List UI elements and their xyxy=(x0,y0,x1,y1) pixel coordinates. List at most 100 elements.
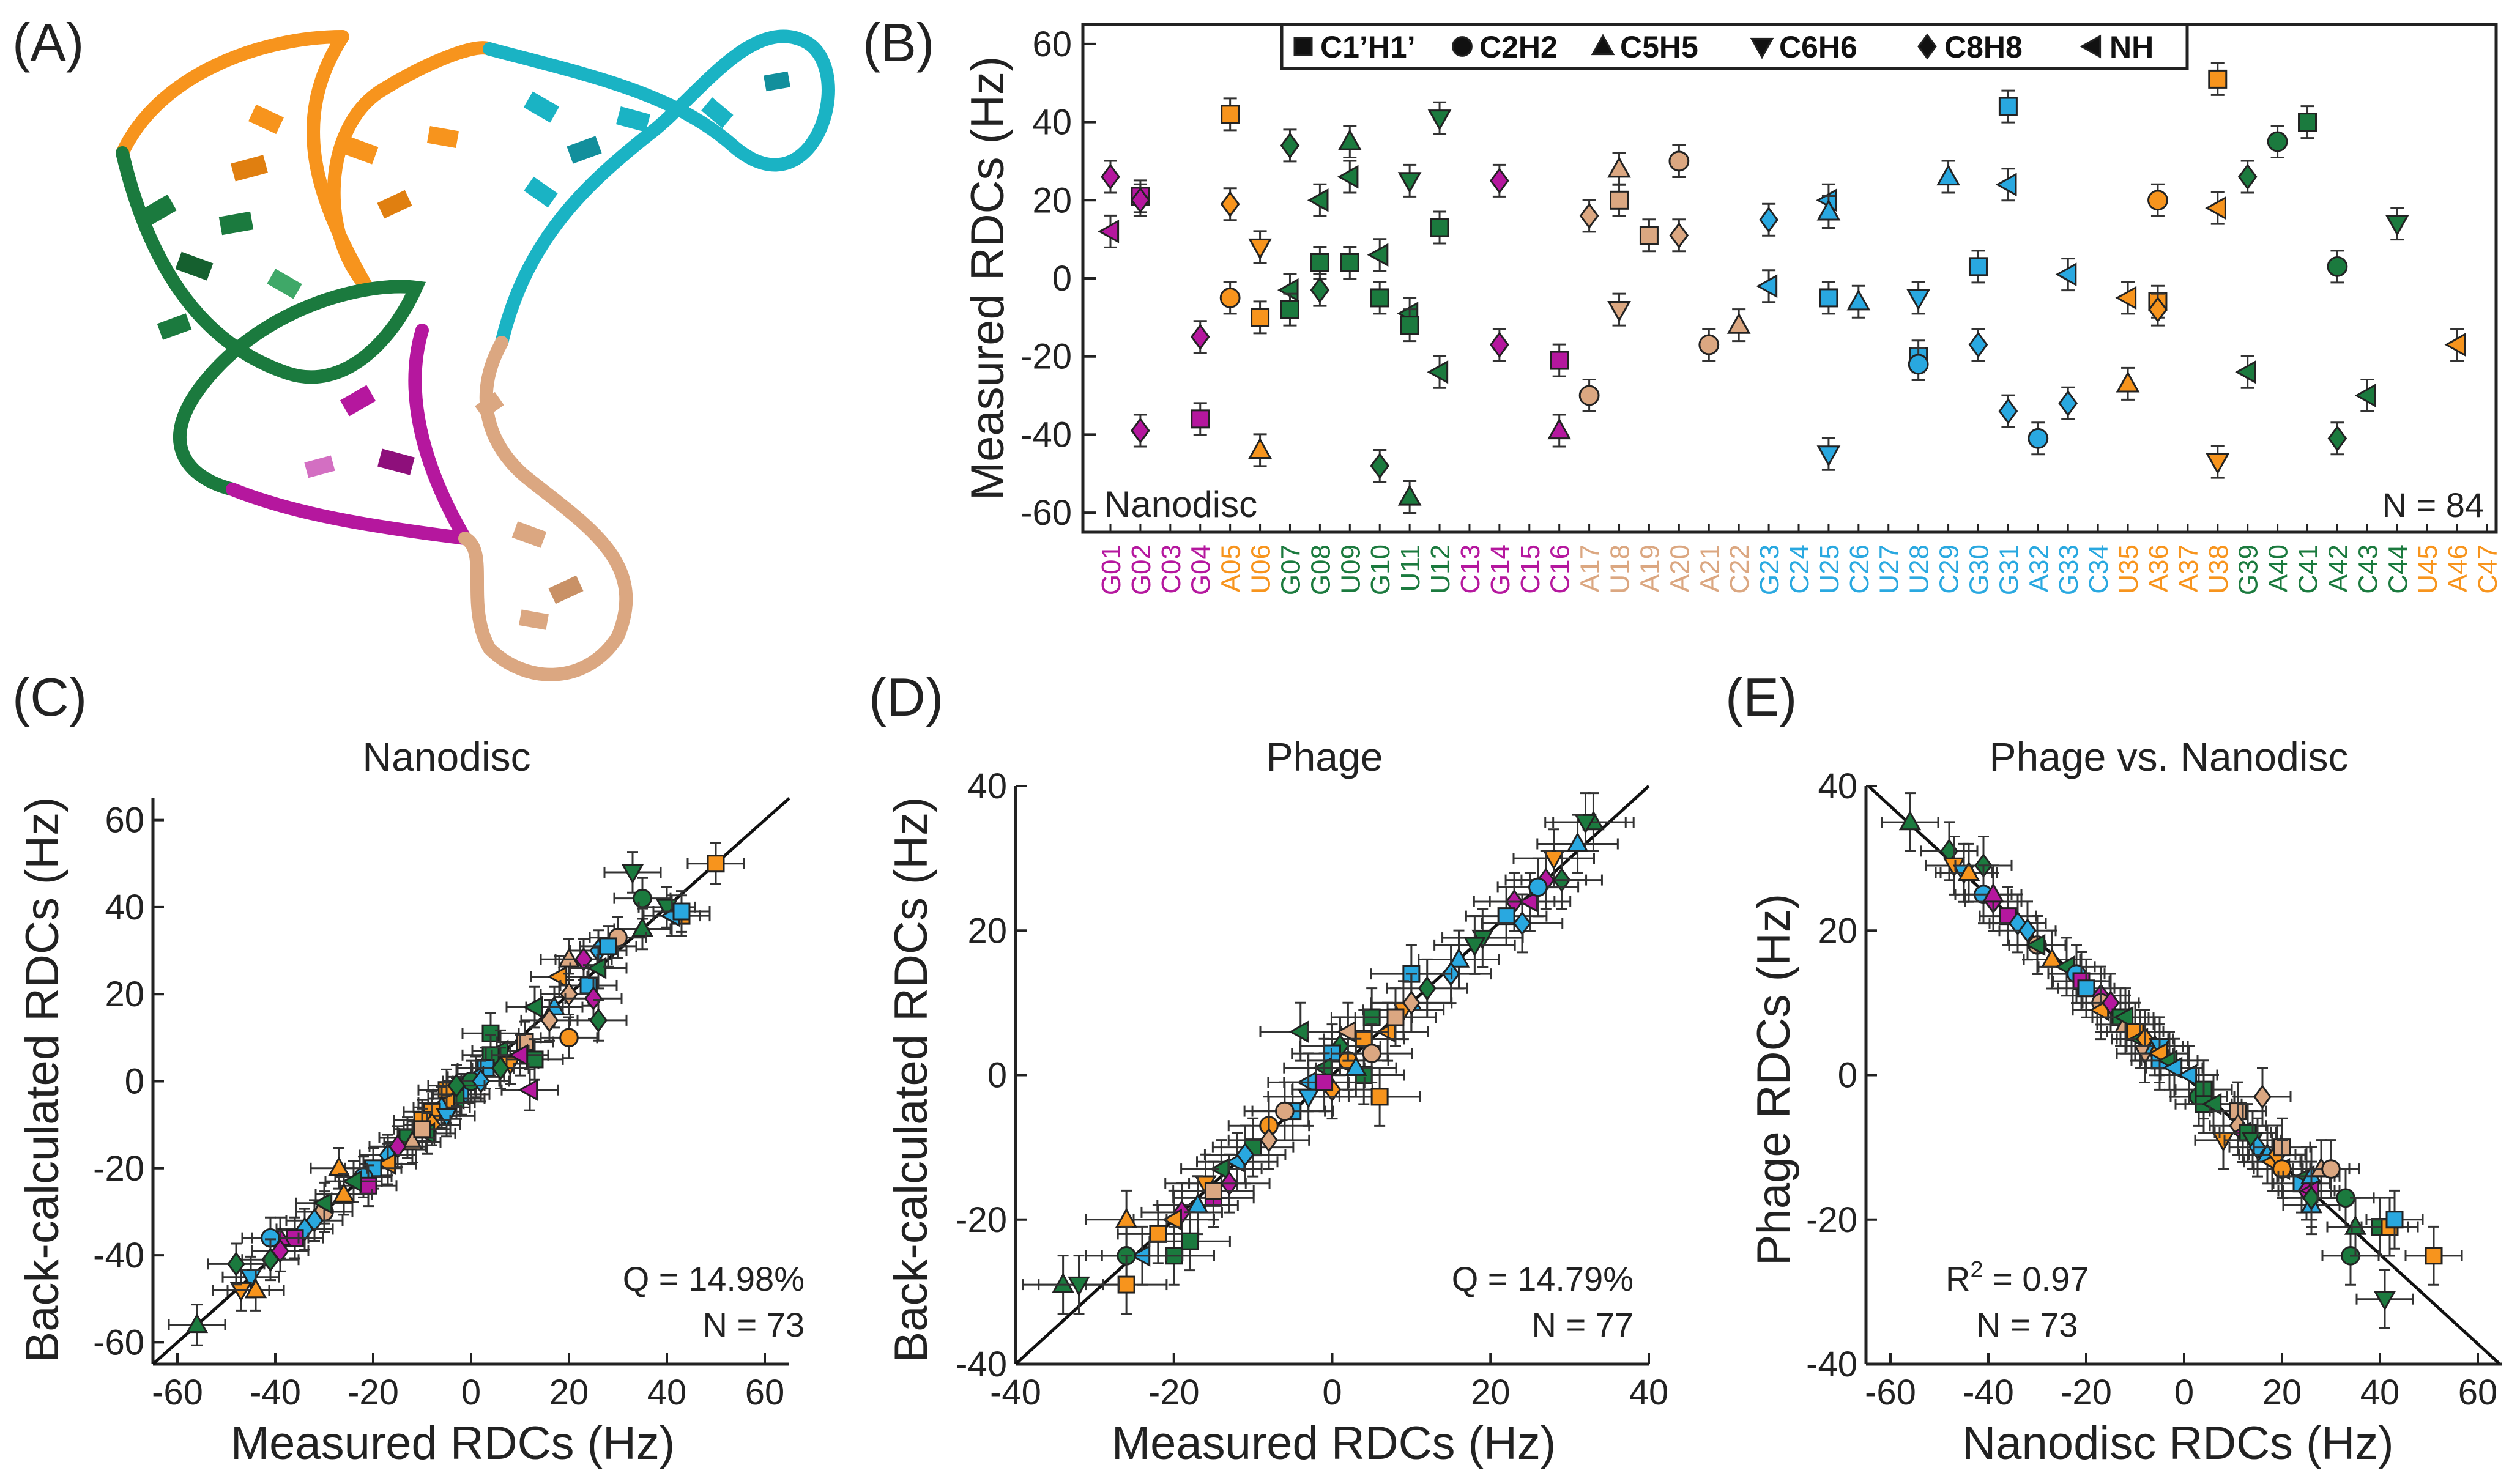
panel-b-residue-labels: G01 G02 C03 G04 A05 U06 G07 G08 U09 G10 U11 U12 C13 G… xyxy=(1096,524,2503,595)
data-point xyxy=(1386,1008,1405,1026)
panel-c-n-value: N = 73 xyxy=(702,1305,805,1344)
data-point xyxy=(559,1028,579,1048)
xtick-label: 40 xyxy=(647,1373,687,1412)
b-residue-label: G08 xyxy=(1306,544,1336,595)
legend-marker xyxy=(1917,33,1937,60)
b-data-point xyxy=(1490,332,1509,358)
panel-c-ylabel: Back-calculated RDCs (Hz) xyxy=(17,797,69,1363)
ytick-label: 20 xyxy=(967,911,1007,951)
xtick-label: 0 xyxy=(461,1373,481,1412)
ytick-label: 40 xyxy=(967,766,1007,806)
ytick-label: 60 xyxy=(105,801,144,840)
panel-b-corner-label: Nanodisc xyxy=(1104,484,1257,525)
b-data-point xyxy=(1759,206,1778,233)
panel-e-r2-value: R2 = 0.97 xyxy=(1946,1257,2089,1298)
panel-b-yticks: 60 40 20 0 -20 -40 -60 xyxy=(1020,24,1096,533)
data-point xyxy=(586,957,607,979)
xtick-label: -40 xyxy=(250,1373,301,1412)
b-residue-label: U38 xyxy=(2204,544,2234,594)
ytick-label: 40 xyxy=(105,888,144,927)
data-point xyxy=(1542,850,1565,870)
b-residue-label: C47 xyxy=(2473,544,2503,594)
b-data-point xyxy=(2444,333,2466,357)
panel-c-xlabel: Measured RDCs (Hz) xyxy=(231,1417,675,1469)
b-residue-label: A37 xyxy=(2174,544,2204,592)
b-residue-label: A36 xyxy=(2144,544,2174,592)
b-residue-label: C03 xyxy=(1156,544,1186,594)
b-data-point xyxy=(1490,167,1509,194)
b-data-point xyxy=(2267,131,2288,152)
ytick-label: -40 xyxy=(93,1236,144,1275)
b-residue-label: U45 xyxy=(2413,544,2443,594)
data-point xyxy=(2272,1159,2292,1179)
b-residue-label: G33 xyxy=(2054,544,2084,595)
data-point xyxy=(589,1007,608,1033)
data-point xyxy=(1260,1127,1278,1152)
b-data-point xyxy=(1816,445,1841,467)
legend-marker xyxy=(1591,34,1615,56)
base-blocks xyxy=(138,71,790,630)
b-data-point xyxy=(1908,354,1929,375)
b-data-point xyxy=(1219,288,1241,308)
b-residue-label: U27 xyxy=(1875,544,1905,594)
data-point xyxy=(341,1170,362,1193)
b-data-point xyxy=(1607,156,1631,178)
data-point xyxy=(261,1247,280,1272)
b-data-point xyxy=(2028,428,2049,449)
data-point xyxy=(2321,1159,2341,1179)
b-data-point xyxy=(1430,218,1449,237)
b-data-point xyxy=(1968,257,1988,276)
b-data-point xyxy=(1191,409,1210,429)
b-residue-label: G01 xyxy=(1096,544,1126,595)
panel-b-n-label: N = 84 xyxy=(2382,486,2484,524)
b-residue-label: U25 xyxy=(1815,544,1845,594)
xtick-label: 60 xyxy=(2458,1373,2498,1412)
b-ytick-label: -20 xyxy=(1020,337,1072,377)
data-point xyxy=(1336,1020,1356,1043)
data-point xyxy=(491,1056,510,1081)
b-ytick-label: 40 xyxy=(1032,103,1072,143)
data-point xyxy=(1149,1225,1167,1243)
b-data-point xyxy=(1669,222,1689,249)
ytick-label: 0 xyxy=(1838,1056,1857,1096)
b-data-point xyxy=(1190,324,1210,351)
b-data-point xyxy=(1968,332,1988,358)
data-point xyxy=(401,1130,424,1151)
data-point xyxy=(447,1073,466,1098)
b-residue-label: G39 xyxy=(2234,544,2264,595)
b-residue-label: C15 xyxy=(1515,544,1545,594)
panel-d-title: Phage xyxy=(1266,734,1383,779)
ytick-label: -20 xyxy=(956,1200,1007,1240)
panel-b-frame xyxy=(1081,23,2498,534)
data-point xyxy=(229,1282,253,1302)
b-residue-label: U35 xyxy=(2114,544,2144,594)
legend-label: C6H6 xyxy=(1779,30,1857,64)
b-data-point xyxy=(2205,196,2226,220)
b-data-point xyxy=(2147,190,2168,211)
xtick-label: -20 xyxy=(1148,1373,1200,1412)
b-residue-label: U18 xyxy=(1605,544,1635,594)
panel-e-title: Phage vs. Nanodisc xyxy=(1989,734,2348,779)
b-data-point xyxy=(1280,132,1300,159)
b-residue-label: A32 xyxy=(2024,544,2054,592)
xtick-label: -60 xyxy=(152,1373,203,1412)
data-point xyxy=(1362,1044,1381,1063)
backbone-green xyxy=(116,146,426,496)
data-point xyxy=(413,1120,431,1138)
b-data-point xyxy=(1248,238,1272,260)
data-point xyxy=(1528,877,1548,897)
b-data-point xyxy=(1816,199,1841,221)
b-data-point xyxy=(1220,191,1240,218)
legend-label: C2H2 xyxy=(1479,30,1558,64)
b-residue-label: G31 xyxy=(1994,544,2024,595)
legend-frame xyxy=(1280,23,2189,70)
b-data-point xyxy=(2298,113,2317,132)
data-point xyxy=(1181,1232,1199,1250)
xtick-label: -40 xyxy=(990,1373,1041,1412)
b-residue-label: C41 xyxy=(2294,544,2324,594)
b-data-point xyxy=(1579,202,1599,229)
data-point xyxy=(435,1108,458,1128)
data-point xyxy=(2162,1056,2183,1079)
b-data-point xyxy=(2116,371,2140,393)
